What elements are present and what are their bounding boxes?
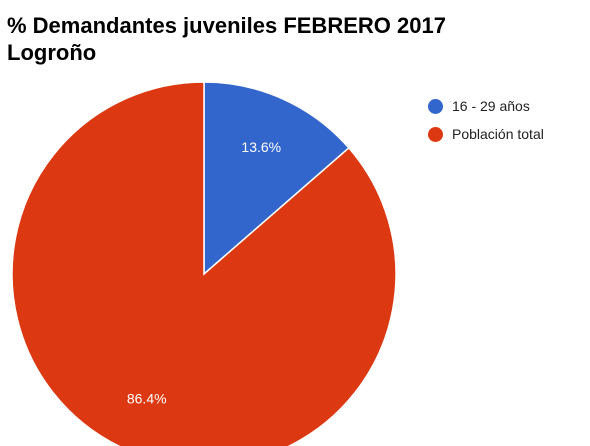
pie-slice-labels: 13.6% 86.4% <box>127 139 281 407</box>
pie-slice-0[interactable] <box>203 81 350 276</box>
pie-slice-1[interactable] <box>11 81 397 446</box>
chart-title-line-1: % Demandantes juveniles FEBRERO 2017 <box>7 13 446 38</box>
chart-title: % Demandantes juveniles FEBRERO 2017 Log… <box>7 12 577 66</box>
legend-item-16-29[interactable]: 16 - 29 años <box>428 96 544 116</box>
legend-swatch-poblacion-total <box>428 126 443 142</box>
pie-slices <box>11 81 397 446</box>
legend-swatch-16-29 <box>428 98 443 114</box>
legend-label-poblacion-total: Población total <box>452 126 544 142</box>
chart-legend: 16 - 29 años Población total <box>428 96 544 152</box>
pie-slice-label-1: 86.4% <box>127 391 167 407</box>
chart-title-line-2: Logroño <box>7 40 97 65</box>
pie-slice-label-0: 13.6% <box>241 139 281 155</box>
legend-item-poblacion-total[interactable]: Población total <box>428 124 544 144</box>
legend-label-16-29: 16 - 29 años <box>452 98 530 114</box>
